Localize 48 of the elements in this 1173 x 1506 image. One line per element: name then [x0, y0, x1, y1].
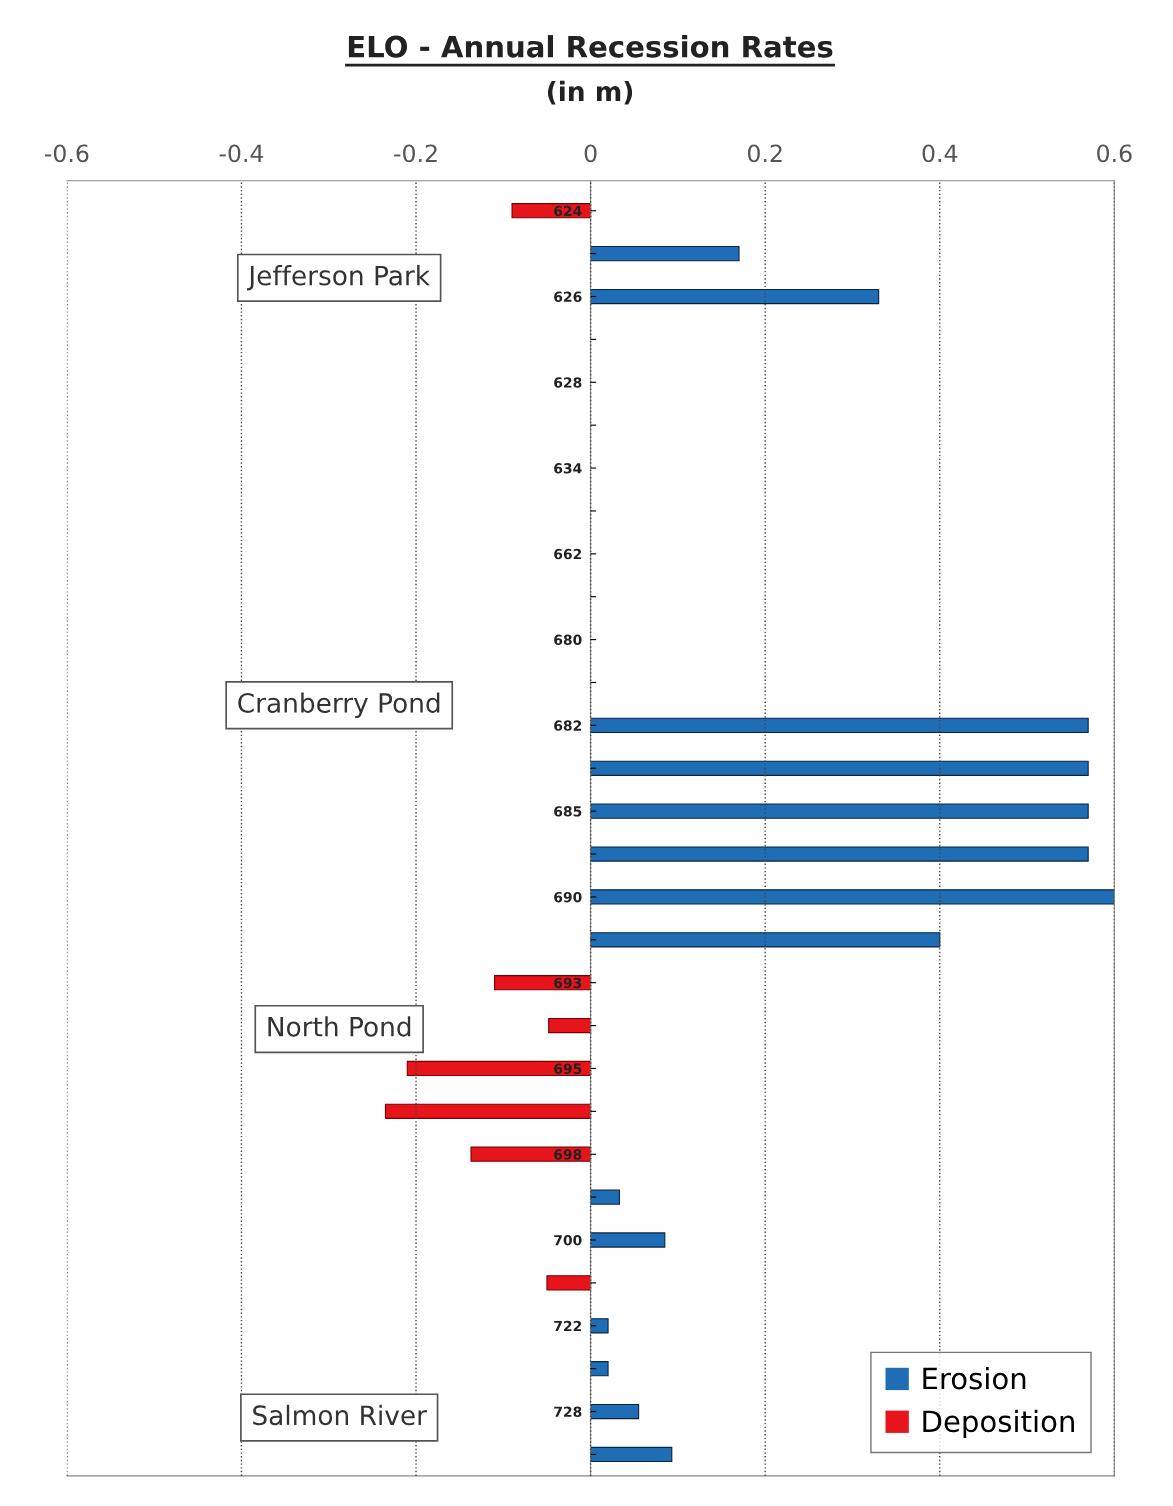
y-tick-label: 698: [554, 1149, 582, 1160]
y-tick-label: 680: [554, 634, 582, 646]
bar: [384, 1103, 592, 1119]
x-tick-label: -0.4: [219, 144, 264, 163]
y-tick-label: 695: [554, 1063, 582, 1074]
chart-subtitle: (in m): [547, 80, 633, 105]
y-tick-label: 685: [554, 806, 582, 817]
y-tick-label: 693: [554, 977, 582, 989]
legend-label: Deposition: [923, 1409, 1074, 1438]
bar: [546, 1275, 592, 1291]
bar: [590, 288, 880, 305]
annotation: North Pond: [268, 1016, 411, 1037]
y-tick-label: 690: [554, 891, 582, 903]
x-tick-label: 0.6: [1097, 144, 1132, 163]
y-tick-label: 624: [554, 205, 582, 217]
annotation: Salmon River: [253, 1404, 427, 1426]
y-tick-label: 700: [554, 1234, 582, 1246]
chart-title: ELO - Annual Recession Rates: [348, 35, 833, 58]
bar: [590, 846, 1089, 862]
bar: [406, 1060, 592, 1077]
bar: [590, 1403, 640, 1420]
y-tick-label: 634: [554, 463, 582, 474]
bar: [590, 1232, 666, 1248]
x-tick-label: 0.4: [922, 144, 958, 163]
bar: [590, 932, 941, 948]
y-tick-label: 722: [554, 1320, 582, 1332]
x-tick-label: 0: [584, 144, 597, 163]
bar: [590, 803, 1089, 819]
annotation: Cranberry Pond: [238, 692, 440, 719]
legend-label: Erosion: [923, 1366, 1026, 1390]
bar: [590, 1189, 620, 1205]
bar: [590, 1318, 609, 1334]
x-tick-label: -0.6: [44, 144, 89, 163]
y-tick-label: 728: [554, 1406, 582, 1418]
y-tick-label: 682: [554, 720, 582, 731]
x-tick-label: -0.2: [394, 144, 437, 163]
bar: [590, 1446, 673, 1463]
y-tick-label: 662: [554, 548, 582, 560]
bar: [548, 1017, 592, 1034]
bar: [590, 717, 1089, 734]
bar: [590, 1361, 609, 1377]
bar: [590, 760, 1089, 776]
bar: [590, 245, 740, 262]
annotation: Jefferson Park: [246, 265, 430, 291]
x-tick-label: 0.2: [747, 144, 782, 163]
y-tick-label: 626: [554, 291, 582, 302]
y-tick-label: 628: [554, 377, 582, 388]
bar: [590, 889, 1115, 905]
